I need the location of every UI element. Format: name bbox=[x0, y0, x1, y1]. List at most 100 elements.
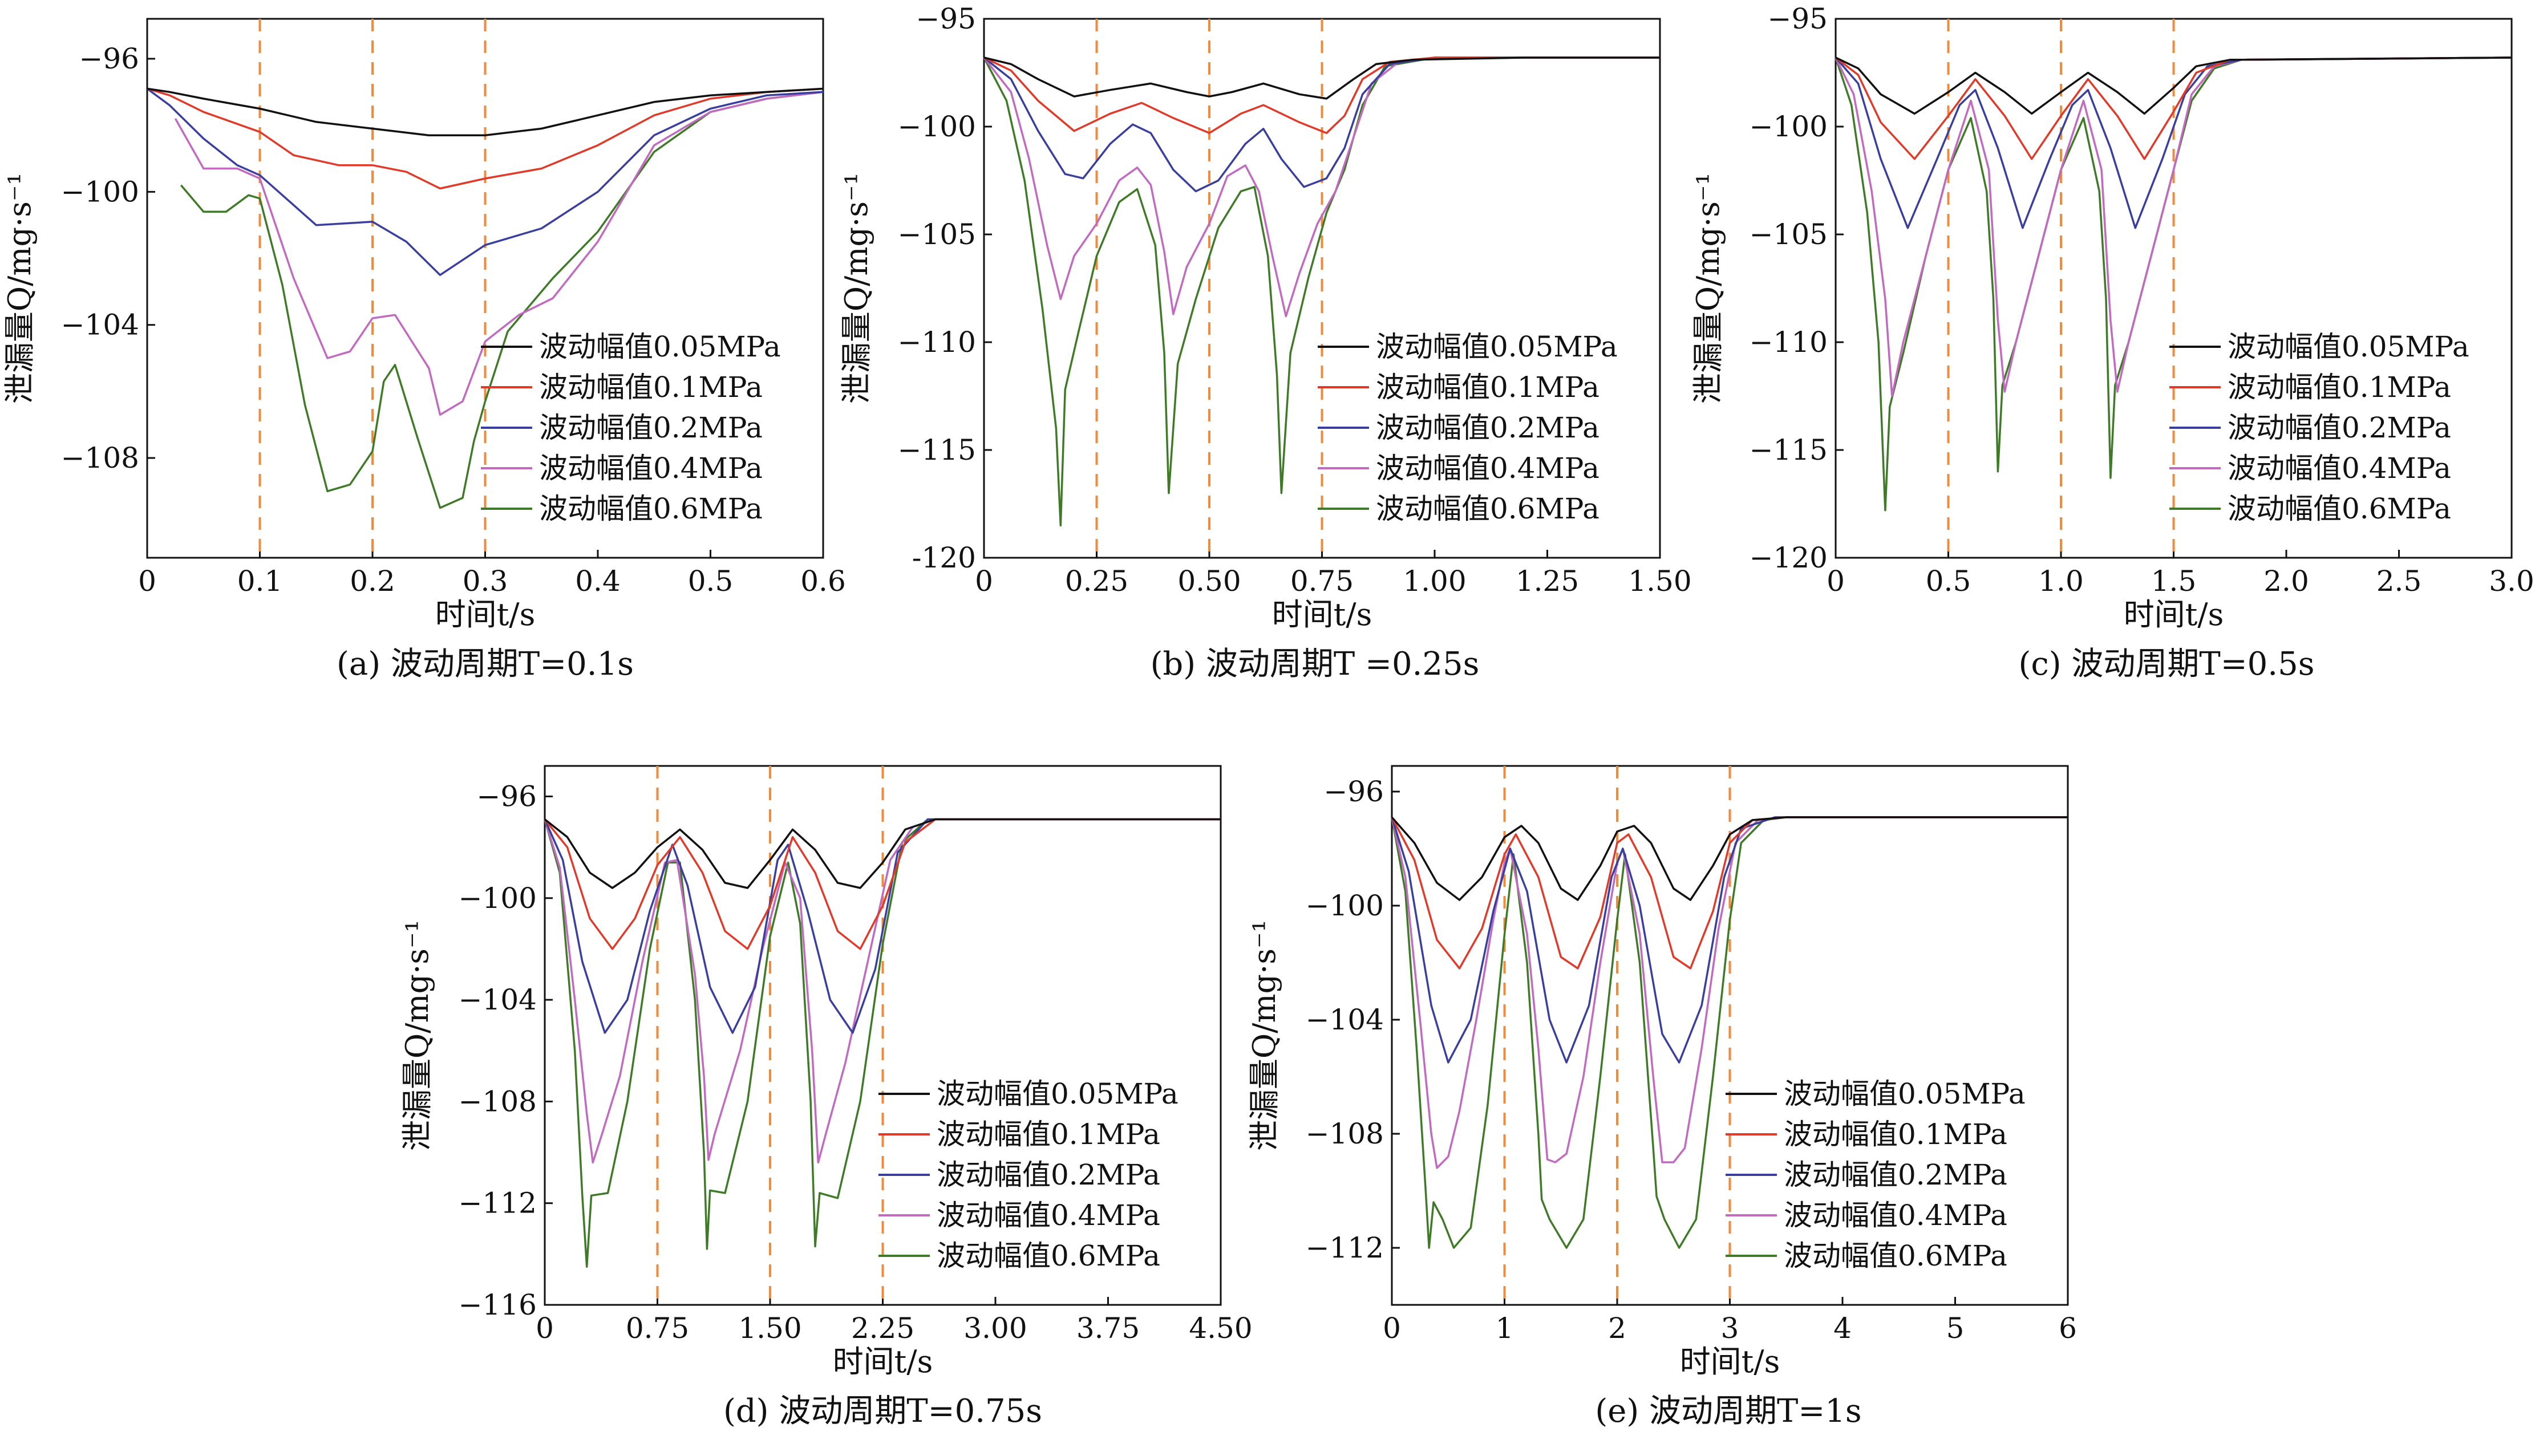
y-tick-label: −96 bbox=[79, 42, 139, 75]
y-axis-label: 泄漏量Q/mg·s⁻¹ bbox=[399, 920, 435, 1151]
legend-label: 波动幅值0.1MPa bbox=[1376, 371, 1599, 404]
legend-label: 波动幅值0.6MPa bbox=[1376, 492, 1599, 525]
x-axis-label: 时间t/s bbox=[1680, 1344, 1780, 1380]
series-line bbox=[180, 91, 824, 509]
y-axis-label: 泄漏量Q/mg·s⁻¹ bbox=[839, 173, 874, 404]
x-tick-label: 6 bbox=[2059, 1312, 2077, 1345]
y-tick-label: −112 bbox=[1306, 1231, 1384, 1264]
legend-label: 波动幅值0.4MPa bbox=[2228, 452, 2451, 485]
x-tick-label: 0.1 bbox=[237, 565, 283, 598]
series-line bbox=[1391, 816, 2068, 1169]
x-axis-label: 时间t/s bbox=[833, 1344, 933, 1380]
x-tick-label: 3.0 bbox=[2489, 565, 2534, 598]
y-tick-label: −110 bbox=[898, 326, 976, 359]
chart-e: 0 1 2 3 4 5 6 −96 −100 −104 −108 −112 时间t/s 泄漏量Q/mg·s… bbox=[1246, 765, 2077, 1430]
legend-label: 波动幅值0.6MPa bbox=[539, 492, 763, 525]
y-tick-label: −95 bbox=[916, 2, 976, 35]
y-tick-label: −110 bbox=[1750, 326, 1828, 359]
x-tick-label: 1.25 bbox=[1516, 565, 1579, 598]
y-tick-label: −105 bbox=[1750, 218, 1828, 251]
series-line bbox=[147, 87, 824, 190]
legend-label: 波动幅值0.6MPa bbox=[1784, 1239, 2007, 1272]
x-tick-label: 0 bbox=[1383, 1312, 1401, 1345]
x-tick-label: 0.75 bbox=[1290, 565, 1354, 598]
series-line bbox=[983, 56, 1660, 100]
x-tick-label: 5 bbox=[1946, 1312, 1965, 1345]
x-tick-label: 1.50 bbox=[738, 1312, 801, 1345]
x-tick-label: 1.0 bbox=[2038, 565, 2084, 598]
chart-a: 0 0.1 0.2 0.3 0.4 0.5 0.6 −96 −100 −104 −108 时间t/s 泄… bbox=[2, 18, 846, 683]
y-tick-label: −108 bbox=[459, 1085, 537, 1118]
y-tick-label: −96 bbox=[1323, 775, 1384, 808]
x-tick-label: 0.50 bbox=[1177, 565, 1241, 598]
legend-label: 波动幅值0.05MPa bbox=[937, 1077, 1179, 1110]
legend-label: 波动幅值0.05MPa bbox=[1784, 1077, 2026, 1110]
y-tick-label: −108 bbox=[1306, 1117, 1384, 1150]
series-line bbox=[983, 56, 1660, 527]
series-line bbox=[1391, 816, 2068, 970]
chart-caption: (c) 波动周期T=0.5s bbox=[2019, 646, 2315, 683]
x-tick-label: 2.25 bbox=[851, 1312, 914, 1345]
y-tick-label: −112 bbox=[459, 1187, 537, 1220]
y-tick-label: −100 bbox=[61, 175, 139, 208]
x-tick-label: 4.50 bbox=[1189, 1312, 1252, 1345]
y-tick-label: −115 bbox=[1750, 433, 1828, 467]
chart-d: 0 0.75 1.50 2.25 3.00 3.75 4.50 −96 −100 −104 −108… bbox=[399, 765, 1253, 1430]
legend-label: 波动幅值0.2MPa bbox=[937, 1158, 1160, 1191]
legend-label: 波动幅值0.1MPa bbox=[2228, 371, 2451, 404]
legend-label: 波动幅值0.4MPa bbox=[1784, 1199, 2007, 1232]
series-line bbox=[1835, 56, 2512, 398]
legend-label: 波动幅值0.2MPa bbox=[2228, 411, 2451, 444]
legend-label: 波动幅值0.2MPa bbox=[1784, 1158, 2007, 1191]
legend-label: 波动幅值0.4MPa bbox=[1376, 452, 1599, 485]
chart-caption: (b) 波动周期T =0.25s bbox=[1151, 646, 1480, 683]
x-tick-label: 2 bbox=[1608, 1312, 1626, 1345]
legend-label: 波动幅值0.4MPa bbox=[539, 452, 763, 485]
series-line bbox=[1835, 56, 2512, 229]
series-line bbox=[1391, 816, 2068, 901]
series-line bbox=[174, 91, 824, 416]
series-line bbox=[1835, 56, 2512, 115]
x-tick-label: 0 bbox=[536, 1312, 554, 1345]
y-tick-label: −104 bbox=[1306, 1003, 1384, 1036]
x-axis-label: 时间t/s bbox=[1272, 597, 1372, 632]
x-tick-label: 3.75 bbox=[1076, 1312, 1140, 1345]
x-tick-label: 3.00 bbox=[963, 1312, 1027, 1345]
y-tick-label: −100 bbox=[1306, 889, 1384, 922]
y-tick-label: −100 bbox=[459, 882, 537, 915]
x-tick-label: 0 bbox=[138, 565, 156, 598]
x-tick-label: 0.2 bbox=[350, 565, 395, 598]
x-tick-label: 0 bbox=[1827, 565, 1845, 598]
x-tick-label: 0.5 bbox=[1926, 565, 1971, 598]
series-line bbox=[1835, 56, 2512, 160]
x-tick-label: 1.00 bbox=[1403, 565, 1466, 598]
series-line bbox=[544, 818, 1221, 889]
x-axis-label: 时间t/s bbox=[435, 597, 536, 632]
legend-label: 波动幅值0.05MPa bbox=[539, 330, 781, 363]
chart-b: 0 0.25 0.50 0.75 1.00 1.25 1.50 −95 −100 −105 −110… bbox=[839, 2, 1692, 683]
series-line bbox=[544, 818, 1221, 950]
y-tick-label: −116 bbox=[459, 1288, 537, 1321]
x-axis-label: 时间t/s bbox=[2124, 597, 2224, 632]
x-tick-label: 0.6 bbox=[800, 565, 846, 598]
chart-caption: (d) 波动周期T=0.75s bbox=[723, 1393, 1042, 1430]
x-tick-label: 0.4 bbox=[575, 565, 621, 598]
series-line bbox=[544, 818, 1221, 1034]
y-tick-label: −95 bbox=[1767, 2, 1828, 35]
y-tick-label: −115 bbox=[898, 433, 976, 467]
x-tick-label: 0.5 bbox=[688, 565, 734, 598]
series-line bbox=[983, 56, 1660, 193]
x-tick-label: 0.3 bbox=[463, 565, 508, 598]
y-tick-label: −96 bbox=[476, 780, 537, 813]
legend-label: 波动幅值0.05MPa bbox=[2228, 330, 2469, 363]
x-tick-label: 2.0 bbox=[2263, 565, 2309, 598]
y-axis-label: 泄漏量Q/mg·s⁻¹ bbox=[1246, 920, 1282, 1151]
series-line bbox=[983, 56, 1660, 135]
legend-label: 波动幅值0.2MPa bbox=[539, 411, 763, 444]
x-tick-label: 3 bbox=[1721, 1312, 1739, 1345]
x-tick-label: 0.75 bbox=[626, 1312, 689, 1345]
legend-label: 波动幅值0.6MPa bbox=[2228, 492, 2451, 525]
y-axis-label: 泄漏量Q/mg·s⁻¹ bbox=[2, 173, 38, 404]
x-tick-label: 0 bbox=[975, 565, 993, 598]
